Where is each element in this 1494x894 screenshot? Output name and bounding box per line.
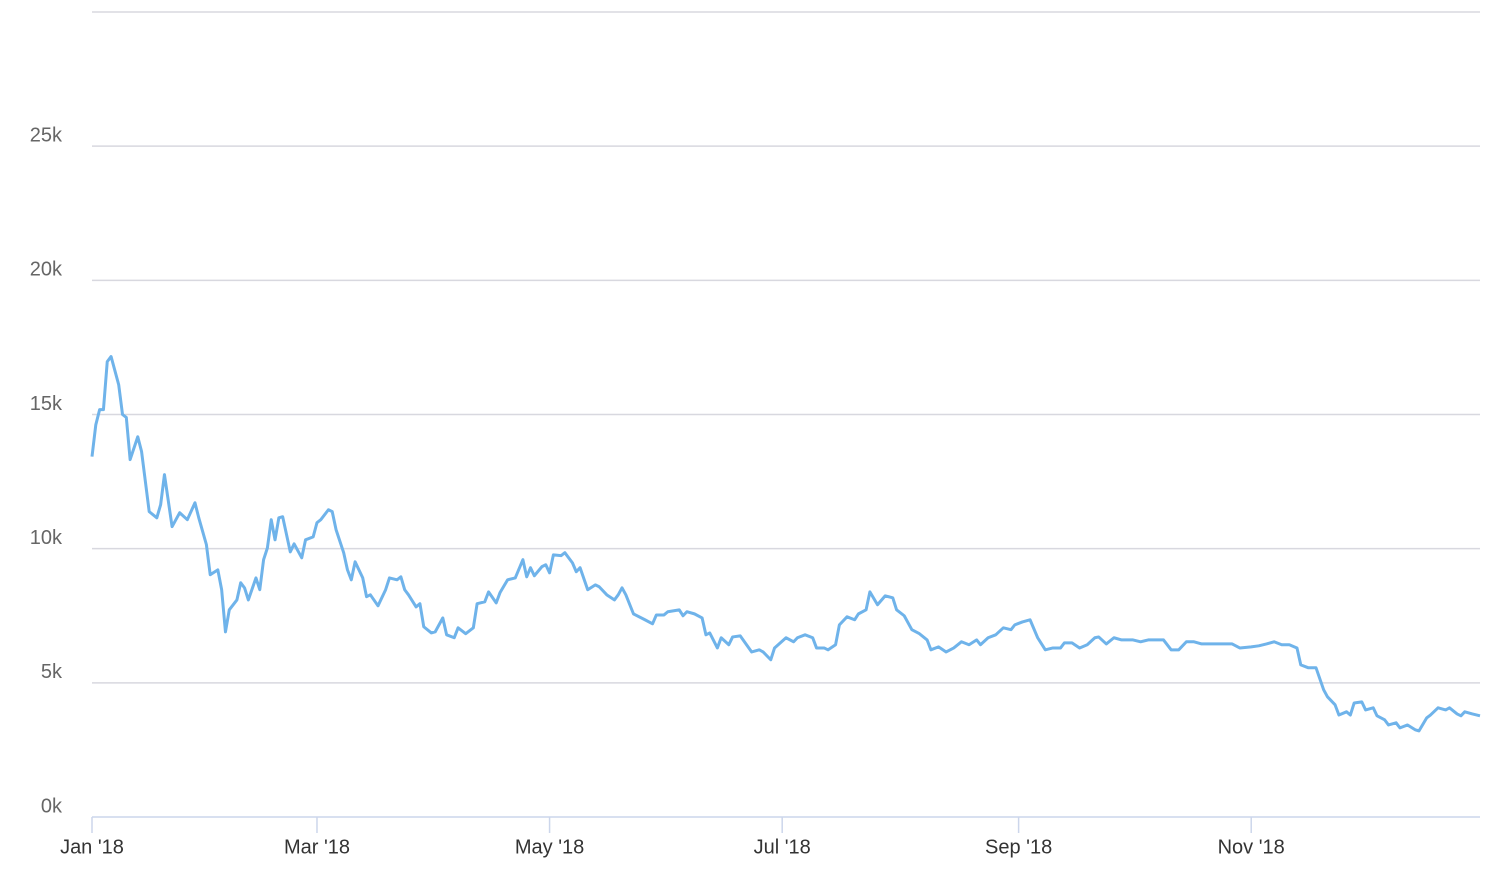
y-tick-label: 0k	[41, 795, 63, 817]
x-tick-label: Mar '18	[284, 836, 350, 858]
x-tick-label: Jul '18	[754, 836, 811, 858]
y-tick-label: 25k	[30, 124, 63, 146]
y-tick-label: 20k	[30, 259, 63, 281]
x-tick-label: May '18	[515, 836, 584, 858]
price-line	[90, 355, 1481, 733]
x-tick-label: Sep '18	[985, 836, 1052, 858]
x-tick-label: Nov '18	[1218, 836, 1285, 858]
y-tick-label: 5k	[41, 661, 63, 683]
x-tick-label: Jan '18	[60, 836, 124, 858]
y-tick-label: 10k	[30, 527, 63, 549]
y-tick-label: 15k	[30, 393, 63, 415]
